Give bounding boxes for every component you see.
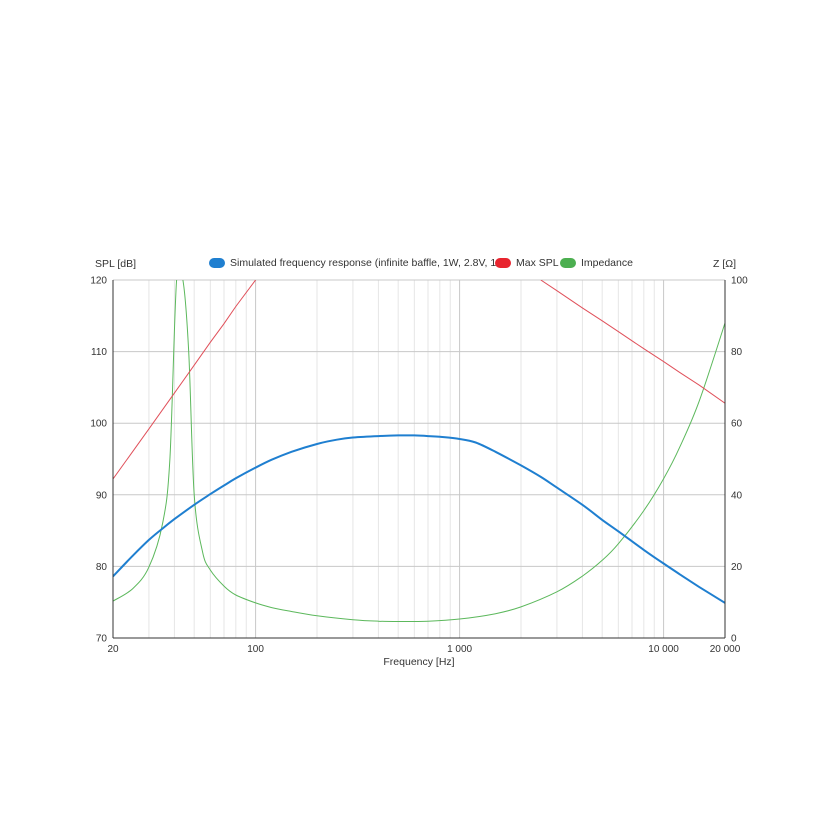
axes (112, 280, 726, 639)
x-tick-label: 20 000 (710, 644, 741, 655)
x-tick-label: 20 (107, 644, 119, 655)
legend-label-impedance: Impedance (581, 257, 633, 269)
y-right-tick-label: 60 (731, 419, 743, 430)
y-axis-right-label: Z [Ω] (713, 258, 737, 270)
series-line-impedance (113, 280, 725, 623)
y-right-tick-label: 40 (731, 490, 743, 501)
legend-item-max-spl[interactable]: Max SPL (495, 257, 559, 269)
y-left-tick-label: 110 (91, 347, 107, 358)
legend-swatch-max-spl (495, 258, 511, 268)
x-tick-label: 100 (247, 644, 264, 655)
series-line-max-spl (113, 280, 257, 480)
legend-item-frequency-response[interactable]: Simulated frequency response (infinite b… (209, 257, 508, 269)
y-right-tick-label: 100 (731, 276, 748, 287)
y-left-tick-label: 100 (90, 419, 107, 430)
y-right-tick-label: 20 (731, 562, 743, 573)
tick-labels: 70 80 90 100 110 120 0 20 40 60 80 100 20 100 1 000 10 … (90, 276, 748, 656)
x-tick-label: 10 000 (648, 644, 679, 655)
x-tick-label: 1 000 (447, 644, 472, 655)
legend: Simulated frequency response (infinite b… (0, 257, 824, 273)
series-layer (113, 280, 725, 623)
legend-label-frequency-response: Simulated frequency response (infinite b… (230, 257, 509, 269)
y-left-tick-label: 70 (96, 634, 108, 645)
legend-swatch-impedance (560, 258, 576, 268)
y-left-tick-label: 120 (90, 276, 107, 287)
legend-item-impedance[interactable]: Impedance (560, 257, 633, 269)
legend-label-max-spl: Max SPL (516, 257, 559, 269)
legend-swatch-frequency-response (209, 258, 225, 268)
y-left-tick-label: 90 (96, 490, 108, 501)
y-right-tick-label: 80 (731, 347, 743, 358)
x-axis-label: Frequency [Hz] (383, 656, 455, 668)
series-line-max-spl (540, 280, 725, 404)
y-left-tick-label: 80 (96, 562, 108, 573)
major-gridlines (113, 279, 725, 638)
y-axis-left-label: SPL [dB] (95, 258, 137, 270)
minor-gridlines (112, 280, 726, 638)
series-line-frequency-response (113, 434, 725, 604)
y-right-tick-label: 0 (731, 634, 737, 645)
